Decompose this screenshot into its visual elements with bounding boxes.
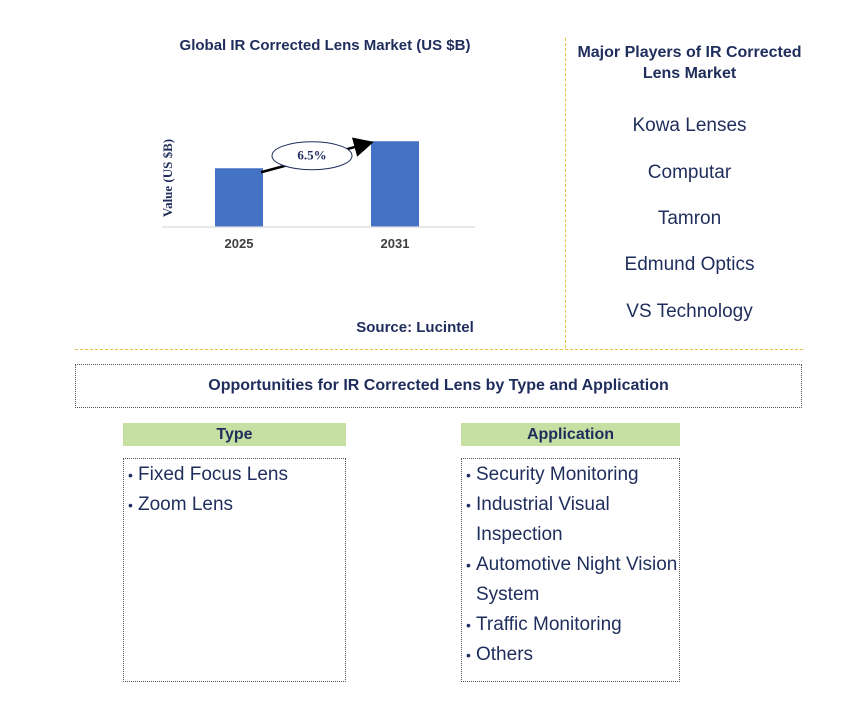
type-item: Fixed Focus Lens <box>128 460 345 490</box>
cagr-label: 6.5% <box>297 148 326 163</box>
x-tick-label: 2025 <box>225 236 254 251</box>
application-item: Automotive Night Vision System <box>466 550 679 610</box>
application-item: Traffic Monitoring <box>466 610 679 640</box>
application-item: Others <box>466 640 679 670</box>
bar-2031 <box>371 141 419 227</box>
opportunities-title: Opportunities for IR Corrected Lens by T… <box>75 364 802 408</box>
horizontal-divider <box>75 349 803 350</box>
player-item: Edmund Optics <box>624 254 755 275</box>
application-heading: Application <box>461 423 680 446</box>
player-item: VS Technology <box>626 301 753 322</box>
player-item: Computar <box>647 162 732 183</box>
application-list: Security Monitoring Industrial Visual In… <box>461 458 680 682</box>
vertical-divider <box>565 38 566 348</box>
type-list: Fixed Focus Lens Zoom Lens <box>123 458 346 682</box>
bar-chart: Value (US $B) 2025 2031 6.5% <box>160 137 475 251</box>
x-tick-label: 2031 <box>381 236 410 251</box>
players-title: Major Players of IR Corrected Lens Marke… <box>577 44 802 82</box>
application-item: Security Monitoring <box>466 460 679 490</box>
player-item: Tamron <box>657 208 722 229</box>
application-item: Industrial Visual Inspection <box>466 490 679 550</box>
type-item: Zoom Lens <box>128 490 345 520</box>
chart-title: Global IR Corrected Lens Market (US $B) <box>179 37 471 54</box>
type-heading: Type <box>123 423 346 446</box>
source-note: Source: Lucintel <box>356 319 474 336</box>
cagr-ellipse <box>271 141 353 171</box>
player-item: Kowa Lenses <box>632 115 747 136</box>
y-axis-label: Value (US $B) <box>160 139 175 217</box>
bar-2025 <box>215 168 263 227</box>
